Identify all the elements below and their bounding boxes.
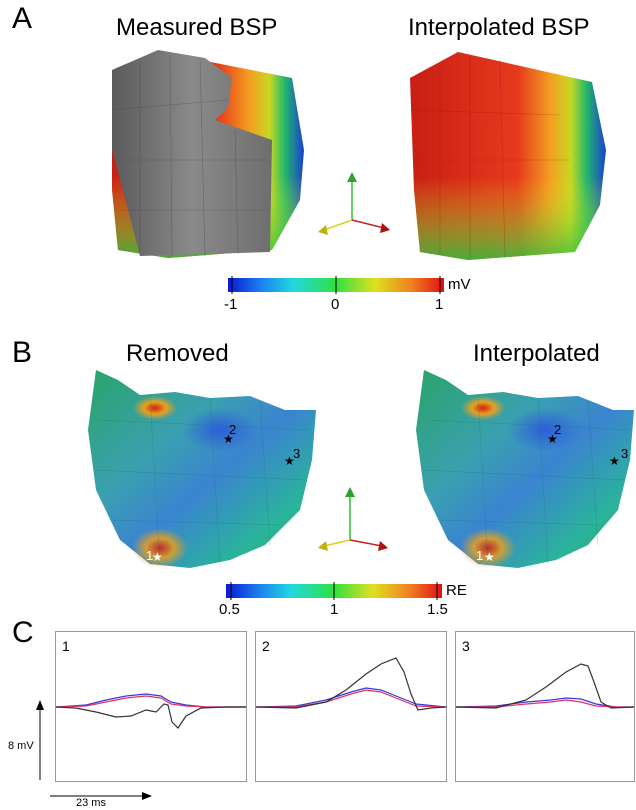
colorbar-b-tick-max: 1.5 xyxy=(427,601,448,618)
marker-label-2-right: 2 xyxy=(554,422,562,437)
colorbar-b-tick-mid: 1 xyxy=(330,601,339,618)
trace-box-1: 1 xyxy=(55,631,247,782)
colorbar-a-tick-min: -1 xyxy=(224,296,238,313)
measured-bsp-title: Measured BSP xyxy=(116,14,278,41)
colorbar-b-tick-min: 0.5 xyxy=(219,601,240,618)
marker-label-3-right: 3 xyxy=(621,446,629,461)
interpolated-title: Interpolated xyxy=(473,340,600,367)
marker-label-1-right: 1 xyxy=(476,548,484,563)
svg-text:★: ★ xyxy=(484,550,495,564)
svg-text:★: ★ xyxy=(284,454,295,468)
colorbar-a-tick-max: 1 xyxy=(435,296,444,313)
marker-label-3-left: 3 xyxy=(293,446,301,461)
x-scale-label: 23 ms xyxy=(76,797,106,809)
panel-c-letter: C xyxy=(12,616,34,649)
removed-title: Removed xyxy=(126,340,229,367)
y-scale-label: 8 mV xyxy=(8,740,34,752)
axis-triad-b xyxy=(318,487,388,551)
colorbar-b-unit: RE xyxy=(446,582,467,599)
marker-label-2-left: 2 xyxy=(229,422,237,437)
marker-label-1-left: 1 xyxy=(146,548,154,563)
panel-a-letter: A xyxy=(12,2,33,35)
panel-b-letter: B xyxy=(12,336,33,369)
interpolated-bsp-title: Interpolated BSP xyxy=(408,14,590,41)
trace-label-2: 2 xyxy=(262,638,270,654)
svg-text:★: ★ xyxy=(152,550,163,564)
trace-box-3: 3 xyxy=(455,631,635,782)
svg-text:★: ★ xyxy=(223,432,234,446)
svg-text:★: ★ xyxy=(547,432,558,446)
svg-text:★: ★ xyxy=(609,454,620,468)
axis-triad-a xyxy=(318,172,390,235)
trace-box-2: 2 xyxy=(255,631,447,782)
trace-label-3: 3 xyxy=(462,638,470,654)
colorbar-a-tick-mid: 0 xyxy=(331,296,340,313)
trace-label-1: 1 xyxy=(62,638,70,654)
colorbar-a-unit: mV xyxy=(448,276,471,293)
